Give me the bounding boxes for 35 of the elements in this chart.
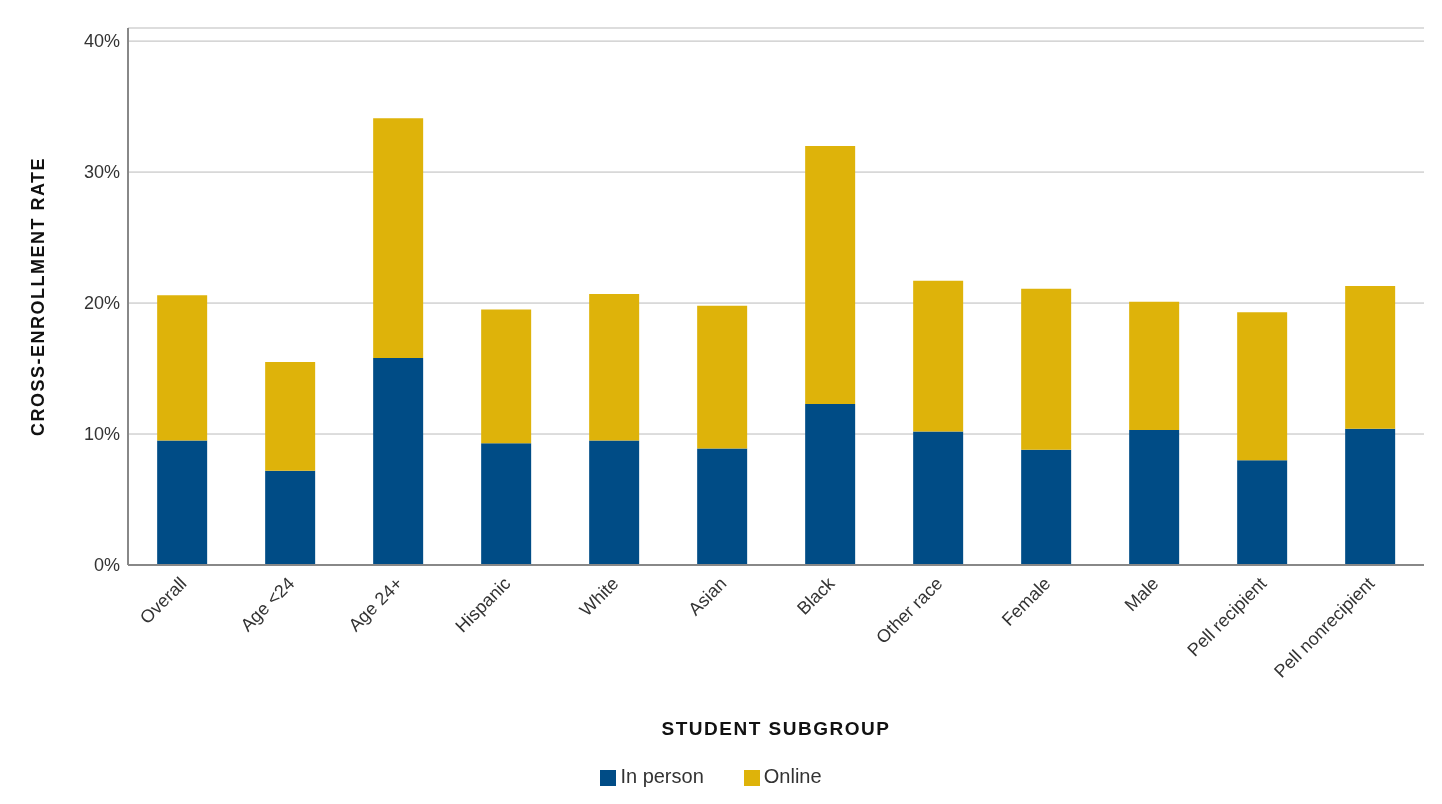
bar bbox=[265, 361, 316, 471]
bar bbox=[697, 448, 748, 565]
bar bbox=[913, 431, 964, 565]
bar bbox=[157, 295, 208, 441]
y-tick-label: 10% bbox=[83, 424, 120, 445]
x-tick-label: Age <24 bbox=[236, 573, 299, 636]
bar bbox=[373, 358, 424, 565]
bar bbox=[697, 305, 748, 449]
bar bbox=[1129, 301, 1180, 431]
bar bbox=[913, 280, 964, 432]
bar bbox=[1237, 312, 1288, 461]
bar bbox=[1021, 288, 1072, 450]
bar bbox=[805, 145, 856, 404]
bar bbox=[589, 440, 640, 565]
y-tick-label: 0% bbox=[93, 555, 120, 576]
y-tick-label: 30% bbox=[83, 162, 120, 183]
bar bbox=[589, 293, 640, 441]
bar bbox=[1345, 286, 1396, 429]
bar bbox=[1021, 449, 1072, 565]
y-tick-label: 40% bbox=[83, 31, 120, 52]
bar bbox=[373, 118, 424, 359]
bar bbox=[1129, 430, 1180, 565]
legend-label: Online bbox=[763, 765, 822, 787]
bar bbox=[1237, 460, 1288, 565]
x-tick-label: Age 24+ bbox=[344, 573, 407, 636]
bar bbox=[481, 443, 532, 565]
y-tick-label: 20% bbox=[83, 293, 120, 314]
bar bbox=[805, 403, 856, 565]
y-axis-title: CROSS-ENROLLMENT RATE bbox=[28, 156, 49, 437]
bar bbox=[1345, 428, 1396, 565]
legend-label: In person bbox=[620, 765, 704, 787]
bar bbox=[481, 309, 532, 444]
x-axis-title: STUDENT SUBGROUP bbox=[661, 718, 891, 739]
bar bbox=[265, 470, 316, 565]
bar bbox=[157, 440, 208, 565]
